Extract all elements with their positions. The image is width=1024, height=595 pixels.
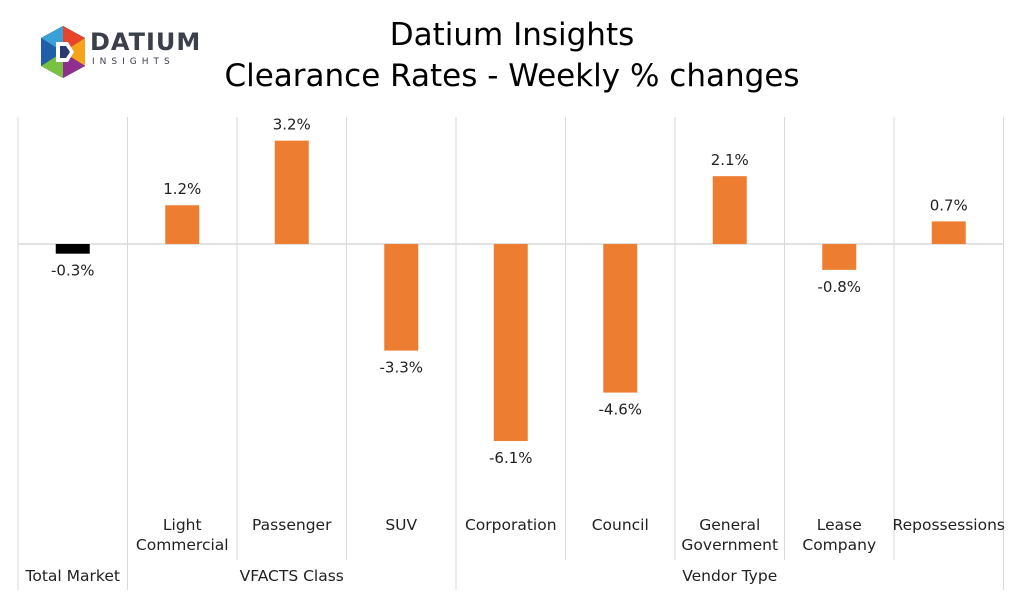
bar <box>603 244 638 393</box>
category-label: Company <box>802 536 876 554</box>
category-label: Lease <box>817 516 862 534</box>
datium-logo: DATIUM INSIGHTS <box>38 24 200 84</box>
chart-title: Datium Insights <box>389 17 635 53</box>
bar <box>931 221 966 244</box>
brand-name: DATIUM <box>90 28 202 56</box>
data-label: -0.8% <box>817 278 861 296</box>
category-label: Repossessions <box>893 516 1005 534</box>
data-label: -3.3% <box>379 359 423 377</box>
bar <box>274 140 309 244</box>
category-label: Light <box>163 516 202 534</box>
group-label: VFACTS Class <box>240 567 344 585</box>
data-label: 0.7% <box>930 196 968 214</box>
category-label: General <box>699 516 760 534</box>
bar <box>712 176 747 244</box>
bar <box>822 244 857 270</box>
bar <box>55 244 90 254</box>
data-label: -4.6% <box>598 401 642 419</box>
data-label: 2.1% <box>711 151 749 169</box>
category-label: Government <box>681 536 778 554</box>
category-label: Council <box>592 516 649 534</box>
chart-subtitle: Clearance Rates - Weekly % changes <box>224 58 800 94</box>
group-label: Vendor Type <box>682 567 777 585</box>
data-label: 3.2% <box>273 116 311 134</box>
category-label: Corporation <box>465 516 557 534</box>
category-label: SUV <box>385 516 417 534</box>
datium-hexagon-icon <box>41 26 85 78</box>
bar <box>384 244 419 351</box>
brand-tagline: INSIGHTS <box>92 57 175 67</box>
data-label: 1.2% <box>163 180 201 198</box>
group-label: Total Market <box>25 567 120 585</box>
category-label: Passenger <box>252 516 332 534</box>
bar <box>165 205 200 244</box>
data-label: -0.3% <box>51 262 95 280</box>
data-label: -6.1% <box>489 449 533 467</box>
category-label: Commercial <box>136 536 229 554</box>
bar <box>493 244 528 442</box>
